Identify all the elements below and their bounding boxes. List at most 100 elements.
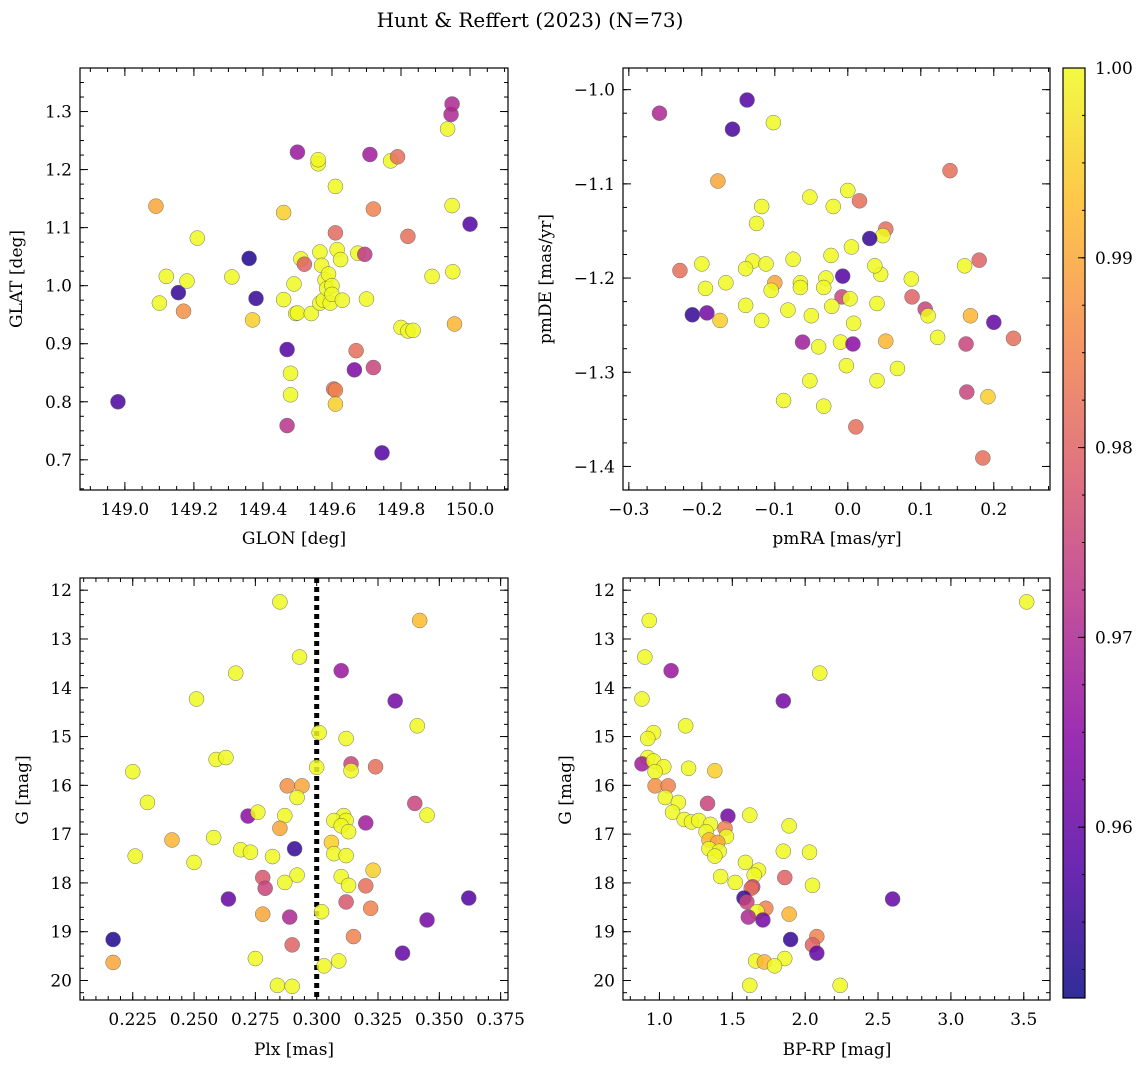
figure-title: Hunt & Reffert (2023) (N=73): [377, 8, 684, 32]
y-axis-label-g-right: G [mag]: [556, 755, 576, 824]
data-point: [340, 877, 357, 894]
data-point: [151, 295, 168, 311]
data-point: [867, 258, 883, 274]
data-point: [446, 316, 463, 332]
data-point: [289, 144, 306, 160]
data-point: [824, 298, 840, 315]
y-tick-label: 12: [50, 581, 72, 601]
x-tick-label: −0.3: [608, 500, 649, 520]
data-point: [348, 342, 364, 359]
data-point: [445, 263, 461, 280]
data-point: [289, 867, 305, 883]
data-point: [748, 215, 765, 232]
data-point: [848, 419, 864, 435]
data-point: [357, 246, 373, 263]
data-point: [284, 978, 300, 995]
data-point: [707, 762, 723, 779]
data-point: [684, 307, 701, 323]
data-point: [346, 362, 363, 378]
data-point: [694, 256, 710, 272]
data-point: [227, 665, 244, 681]
data-point: [845, 336, 861, 352]
data-point: [758, 256, 774, 272]
data-point: [815, 279, 832, 296]
y-tick-label: 1.2: [45, 161, 72, 181]
y-tick-label: 18: [593, 874, 615, 894]
data-point: [405, 322, 421, 339]
y-tick-label: −1.3: [574, 363, 615, 383]
x-tick-label: 0.325: [354, 1010, 403, 1030]
data-point: [444, 197, 460, 214]
data-point: [707, 848, 723, 864]
data-point: [127, 848, 143, 864]
data-point: [244, 312, 261, 328]
data-point: [303, 305, 320, 322]
data-point: [275, 204, 292, 221]
data-point: [365, 862, 381, 878]
panel-pmra-pmde: −0.3 −0.2 −0.1 0.0 0.1 0.2 −1.4 −1.3 −1.2 −1.1 −1.…: [536, 67, 1051, 549]
data-point: [419, 807, 435, 823]
data-point: [327, 396, 344, 412]
data-point: [962, 307, 979, 324]
y-tick-label: 0.9: [45, 335, 72, 355]
data-point: [282, 365, 299, 382]
data-point: [409, 718, 425, 734]
data-point: [804, 877, 821, 894]
data-point: [411, 612, 428, 629]
data-point: [663, 662, 679, 679]
data-point: [740, 909, 757, 925]
data-point: [316, 958, 332, 974]
data-point: [340, 823, 357, 840]
data-point: [289, 789, 305, 806]
y-tick-label: 1.1: [45, 219, 72, 239]
data-point: [920, 307, 936, 324]
y-tick-label: −1.1: [574, 175, 615, 195]
data-point: [780, 302, 796, 318]
data-point: [753, 312, 770, 329]
y-tick-label: 20: [50, 971, 72, 991]
y-tick-label: −1.0: [574, 81, 615, 101]
data-point: [461, 890, 477, 906]
data-point: [803, 307, 820, 324]
panel-plx-g: 0.225 0.250 0.275 0.300 0.325 0.350 0.375 12 13 1…: [13, 577, 525, 1060]
data-point: [279, 417, 295, 434]
data-point: [444, 96, 460, 112]
data-point: [975, 450, 991, 466]
y-tick-label: 1.3: [45, 103, 72, 123]
data-point: [257, 880, 273, 897]
data-point: [334, 292, 351, 308]
colorbar-tick-label: 0.98: [1095, 439, 1133, 459]
colorbar: 0.96 0.97 0.98 0.99 1.00: [1062, 59, 1133, 999]
panel-bprp-g: 1.0 1.5 2.0 2.5 3.0 3.5 12 13 14 15 16 17 18 19 20 BP-…: [556, 577, 1051, 1060]
x-tick-label: 0.300: [292, 1010, 341, 1030]
data-point: [802, 372, 818, 389]
data-point: [357, 878, 374, 894]
data-point: [801, 844, 818, 860]
data-point: [439, 121, 456, 137]
data-point: [739, 92, 755, 108]
data-point: [333, 662, 349, 679]
x-axis-label-pmra: pmRA [mas/yr]: [772, 529, 901, 549]
x-tick-label: 0.250: [170, 1010, 219, 1030]
x-tick-label: 3.5: [1010, 1010, 1037, 1030]
data-point: [699, 795, 716, 812]
data-point: [785, 251, 801, 267]
data-point: [815, 398, 832, 414]
x-tick-label: −0.2: [681, 500, 722, 520]
x-tick-label: 3.0: [937, 1010, 964, 1030]
data-point: [286, 276, 302, 292]
data-point: [338, 894, 354, 910]
data-point: [959, 384, 975, 400]
data-point: [310, 151, 326, 168]
x-axis-label-bprp: BP-RP [mag]: [783, 1040, 892, 1060]
y-tick-label: 0.7: [45, 451, 72, 471]
data-point: [175, 303, 192, 319]
data-point: [189, 230, 206, 246]
colorbar-tick-label: 0.99: [1095, 249, 1133, 269]
data-point: [264, 848, 281, 865]
data-point: [889, 360, 906, 377]
data-point: [739, 894, 755, 910]
data-point: [1005, 330, 1022, 347]
data-point: [170, 284, 187, 301]
y-tick-label: 17: [50, 825, 72, 845]
